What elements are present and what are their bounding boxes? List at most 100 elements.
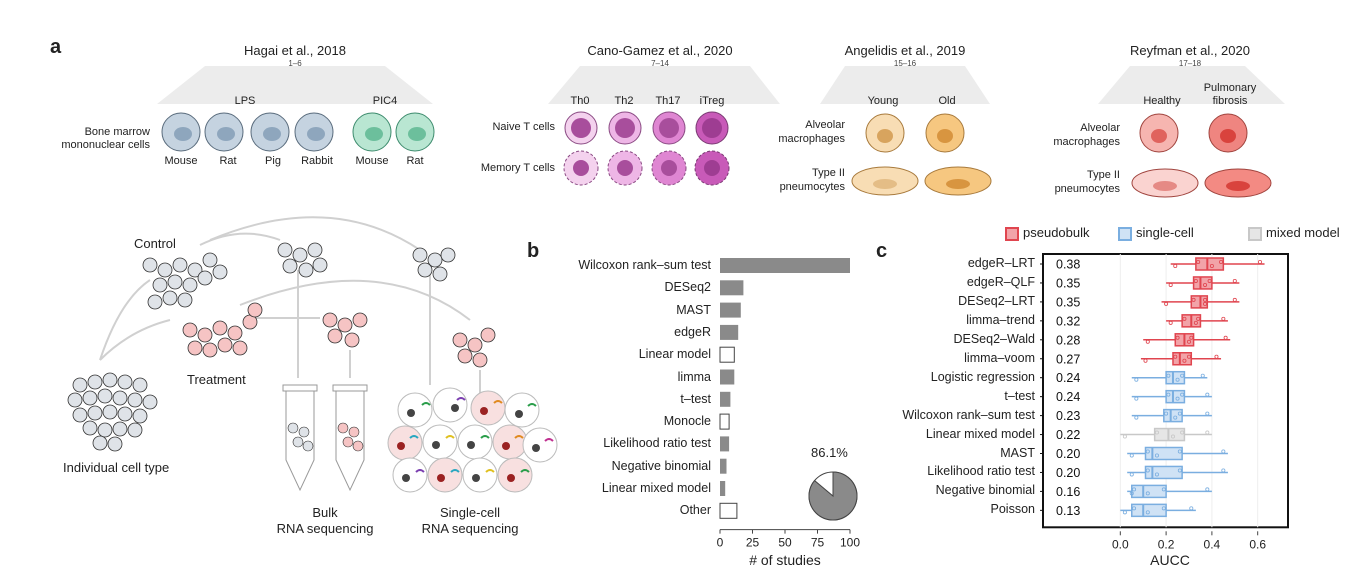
box-x-tick-label: 0.4 [1204,537,1221,550]
box-x-tick-label: 0.2 [1158,537,1175,550]
method-label-0: edgeR–LRT [967,256,1035,270]
cano-col-2: Th17 [655,95,681,107]
study-title-reyfman: Reyfman et al., 2020 [1130,43,1250,58]
individual-cluster [67,372,158,452]
box-point-2 [1191,297,1196,302]
box-point-10 [1145,449,1150,454]
bar-9 [720,458,727,474]
method-label-4: DESeq2–Wald [953,331,1035,346]
method-label-3: limma–trend [966,312,1035,327]
method-label-2: DESeq2–LRT [958,293,1035,308]
box-point-1 [1203,282,1208,287]
box-point-2 [1203,297,1208,302]
cano-row-0: Naive T cells [492,121,555,133]
bar-2 [720,302,741,318]
box-point-4 [1189,335,1194,340]
method-label-10: MAST [1000,445,1035,460]
box-point-12 [1161,487,1166,492]
bar-label-11: Other [679,503,711,518]
box-2 [1190,295,1209,309]
reyfman-col-1-b: fibrosis [1212,95,1248,107]
box-point-2 [1203,301,1208,306]
box-point-9 [1205,430,1210,435]
box-point-13 [1145,510,1150,515]
bar-chart: 0 25 50 75 100 [717,258,860,550]
hagai-species-4: Mouse [355,155,389,167]
cano-col-1: Th2 [614,95,634,107]
workflow-bulk-label-2: RNA sequencing [276,521,374,536]
box-point-2 [1164,301,1169,306]
box-point-3 [1196,316,1201,321]
box-point-6 [1134,377,1139,382]
bar-10 [720,481,726,496]
study-title-angelidis: Angelidis et al., 2019 [844,43,966,58]
hagai-species-1: Rat [219,155,237,167]
single-cell-droplets [387,387,558,493]
study-ref-hagai: 1–6 [288,59,302,68]
box-point-5 [1143,358,1148,363]
bar-label-7: Monocle [663,414,711,429]
bar-0 [720,258,850,273]
aucc-value-7: 0.24 [1056,390,1080,404]
box-point-13 [1189,506,1194,511]
box-point-10 [1129,453,1134,458]
reyfman-row1-b: macrophages [1053,136,1120,148]
control-cluster [142,252,228,310]
legend-swatch-2 [1248,227,1262,241]
box-point-3 [1168,320,1173,325]
bar-7 [719,413,730,430]
bar-label-9: Negative binomial [611,458,711,473]
pie-slice [808,471,858,521]
bar-label-10: Linear mixed model [601,481,711,495]
box-point-6 [1180,373,1185,378]
study-header-banners [157,66,1285,104]
reyfman-cells [1131,113,1272,198]
box-13 [1131,503,1167,518]
box-point-13 [1122,510,1127,515]
box-point-0 [1219,259,1224,264]
box-point-1 [1168,282,1173,287]
hagai-species-5: Rat [406,155,424,167]
box-point-7 [1166,392,1171,397]
aucc-value-9: 0.22 [1056,428,1080,442]
legend-label-1: single-cell [1136,225,1194,240]
box-point-11 [1129,472,1134,477]
bar-11 [719,502,738,519]
angelidis-row1-b: macrophages [778,133,845,145]
legend-label-0: pseudobulk [1023,225,1090,240]
box-point-9 [1180,430,1185,435]
box-point-3 [1221,316,1226,321]
box-point-8 [1134,415,1139,420]
box-point-6 [1200,373,1205,378]
box-point-13 [1161,506,1166,511]
box-point-10 [1154,453,1159,458]
hagai-species-0: Mouse [164,155,198,167]
box-7 [1165,389,1186,404]
box-chart: 0.38 0.35 0.35 0.32 0.28 0.27 0.24 0.24 0.23 0.22… [1040,253,1289,550]
angelidis-row2-a: Type II [811,167,845,179]
method-label-1: edgeR–QLF [966,274,1035,289]
method-label-13: Poisson [990,502,1035,517]
pie-label: 86.1% [811,445,848,460]
hagai-cells [161,112,435,152]
box-point-0 [1173,263,1178,268]
bar-label-5: limma [677,369,711,384]
box-point-7 [1180,392,1185,397]
bar-label-8: Likelihood ratio test [603,436,711,451]
box-point-12 [1145,491,1150,496]
box-point-1 [1232,278,1237,283]
box-0 [1195,257,1225,271]
box-point-5 [1186,354,1191,359]
study-ref-reyfman: 17–18 [1178,59,1202,68]
box-8 [1163,408,1183,423]
angelidis-col-0: Young [867,95,899,107]
angelidis-row2-b: pneumocytes [779,181,845,193]
aucc-value-2: 0.35 [1056,295,1080,309]
box-x-tick-label: 0.6 [1249,537,1266,550]
box-point-12 [1205,487,1210,492]
bar-5 [720,369,735,385]
aucc-value-12: 0.16 [1056,485,1080,499]
box-point-5 [1173,354,1178,359]
box-point-8 [1205,411,1210,416]
box-12 [1131,484,1167,499]
